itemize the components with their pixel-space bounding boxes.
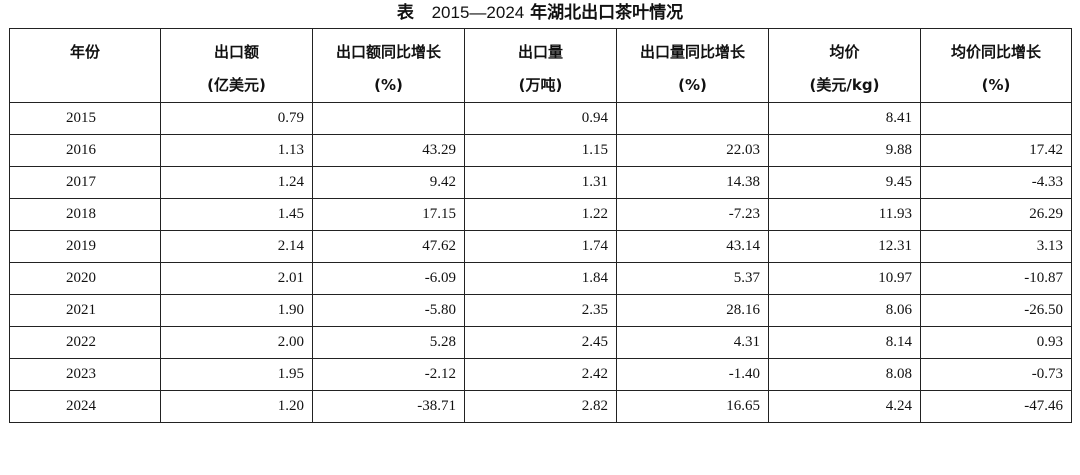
- header-avg-price: 均价 (美元/kg): [768, 28, 921, 103]
- cell-export-volume-yoy: 22.03: [616, 134, 769, 167]
- cell-export-volume-yoy: -1.40: [616, 358, 769, 391]
- cell-export-value-yoy: -5.80: [312, 294, 465, 327]
- cell-avg-price: 9.88: [768, 134, 921, 167]
- cell-export-value-yoy: 9.42: [312, 166, 465, 199]
- cell-year: 2018: [9, 198, 161, 231]
- cell-export-value-yoy: 47.62: [312, 230, 465, 263]
- tea-export-table: 年份 出口额 (亿美元) 出口额同比增长 (%) 出口量 (万吨) 出口量同比增长 (%…: [9, 28, 1072, 423]
- cell-avg-price: 8.08: [768, 358, 921, 391]
- cell-export-volume: 1.31: [464, 166, 617, 199]
- cell-export-value: 1.45: [160, 198, 313, 231]
- cell-avg-price: 9.45: [768, 166, 921, 199]
- cell-export-value: 1.20: [160, 390, 313, 423]
- table-row: 2022 2.00 5.28 2.45 4.31 8.14 0.93: [9, 326, 1072, 359]
- cell-avg-price-yoy: 0.93: [920, 326, 1072, 359]
- table-title-suffix: 年湖北出口茶叶情况: [530, 3, 684, 23]
- header-export-value: 出口额 (亿美元): [160, 28, 313, 103]
- header-avg-price-yoy: 均价同比增长 (%): [920, 28, 1072, 103]
- cell-year: 2019: [9, 230, 161, 263]
- cell-avg-price: 8.41: [768, 102, 921, 135]
- cell-export-volume-yoy: 28.16: [616, 294, 769, 327]
- table-title-prefix: 表: [396, 3, 414, 23]
- table-row: 2019 2.14 47.62 1.74 43.14 12.31 3.13: [9, 230, 1072, 263]
- cell-export-value: 1.24: [160, 166, 313, 199]
- cell-export-volume: 1.74: [464, 230, 617, 263]
- cell-avg-price: 10.97: [768, 262, 921, 295]
- cell-export-value: 1.90: [160, 294, 313, 327]
- cell-export-volume-yoy: 43.14: [616, 230, 769, 263]
- table-row: 2015 0.79 0.94 8.41: [9, 102, 1072, 135]
- cell-avg-price: 8.06: [768, 294, 921, 327]
- cell-export-value: 2.14: [160, 230, 313, 263]
- cell-year: 2016: [9, 134, 161, 167]
- cell-export-volume: 0.94: [464, 102, 617, 135]
- cell-export-value-yoy: 5.28: [312, 326, 465, 359]
- cell-export-value: 0.79: [160, 102, 313, 135]
- cell-export-volume-yoy: 4.31: [616, 326, 769, 359]
- cell-avg-price: 8.14: [768, 326, 921, 359]
- cell-export-volume-yoy: 14.38: [616, 166, 769, 199]
- table-row: 2017 1.24 9.42 1.31 14.38 9.45 -4.33: [9, 166, 1072, 199]
- cell-export-value: 2.00: [160, 326, 313, 359]
- cell-export-volume: 1.15: [464, 134, 617, 167]
- cell-export-value: 2.01: [160, 262, 313, 295]
- cell-year: 2017: [9, 166, 161, 199]
- cell-export-value: 1.95: [160, 358, 313, 391]
- header-row: 年份 出口额 (亿美元) 出口额同比增长 (%) 出口量 (万吨) 出口量同比增长 (%…: [9, 28, 1072, 103]
- table-title: 表 2015—2024 年湖北出口茶叶情况: [0, 0, 1080, 26]
- cell-year: 2020: [9, 262, 161, 295]
- cell-export-value-yoy: -38.71: [312, 390, 465, 423]
- cell-export-value: 1.13: [160, 134, 313, 167]
- cell-avg-price-yoy: 3.13: [920, 230, 1072, 263]
- cell-avg-price-yoy: -0.73: [920, 358, 1072, 391]
- cell-year: 2022: [9, 326, 161, 359]
- cell-avg-price: 12.31: [768, 230, 921, 263]
- header-year: 年份: [9, 28, 161, 103]
- cell-export-volume-yoy: [616, 102, 769, 135]
- cell-export-value-yoy: 17.15: [312, 198, 465, 231]
- cell-avg-price-yoy: [920, 102, 1072, 135]
- cell-avg-price-yoy: 26.29: [920, 198, 1072, 231]
- cell-export-volume-yoy: -7.23: [616, 198, 769, 231]
- cell-export-volume-yoy: 16.65: [616, 390, 769, 423]
- cell-avg-price: 11.93: [768, 198, 921, 231]
- cell-export-volume: 2.45: [464, 326, 617, 359]
- cell-avg-price-yoy: 17.42: [920, 134, 1072, 167]
- cell-year: 2021: [9, 294, 161, 327]
- cell-export-value-yoy: -6.09: [312, 262, 465, 295]
- cell-avg-price: 4.24: [768, 390, 921, 423]
- cell-avg-price-yoy: -26.50: [920, 294, 1072, 327]
- cell-avg-price-yoy: -4.33: [920, 166, 1072, 199]
- cell-year: 2015: [9, 102, 161, 135]
- table-row: 2016 1.13 43.29 1.15 22.03 9.88 17.42: [9, 134, 1072, 167]
- header-export-value-yoy: 出口额同比增长 (%): [312, 28, 465, 103]
- cell-export-volume-yoy: 5.37: [616, 262, 769, 295]
- table-row: 2020 2.01 -6.09 1.84 5.37 10.97 -10.87: [9, 262, 1072, 295]
- cell-export-volume: 2.42: [464, 358, 617, 391]
- cell-avg-price-yoy: -47.46: [920, 390, 1072, 423]
- table-title-range: 2015—2024: [431, 3, 525, 22]
- cell-year: 2024: [9, 390, 161, 423]
- cell-export-value-yoy: -2.12: [312, 358, 465, 391]
- table-row: 2024 1.20 -38.71 2.82 16.65 4.24 -47.46: [9, 390, 1072, 423]
- header-export-volume: 出口量 (万吨): [464, 28, 617, 103]
- cell-export-volume: 2.82: [464, 390, 617, 423]
- cell-export-volume: 1.22: [464, 198, 617, 231]
- cell-export-volume: 1.84: [464, 262, 617, 295]
- table-row: 2023 1.95 -2.12 2.42 -1.40 8.08 -0.73: [9, 358, 1072, 391]
- cell-avg-price-yoy: -10.87: [920, 262, 1072, 295]
- table-row: 2018 1.45 17.15 1.22 -7.23 11.93 26.29: [9, 198, 1072, 231]
- cell-export-value-yoy: 43.29: [312, 134, 465, 167]
- cell-export-volume: 2.35: [464, 294, 617, 327]
- table-row: 2021 1.90 -5.80 2.35 28.16 8.06 -26.50: [9, 294, 1072, 327]
- cell-export-value-yoy: [312, 102, 465, 135]
- header-export-volume-yoy: 出口量同比增长 (%): [616, 28, 769, 103]
- table-body: 2015 0.79 0.94 8.41 2016 1.13 43.29 1.15 22.03 9.…: [9, 102, 1072, 423]
- cell-year: 2023: [9, 358, 161, 391]
